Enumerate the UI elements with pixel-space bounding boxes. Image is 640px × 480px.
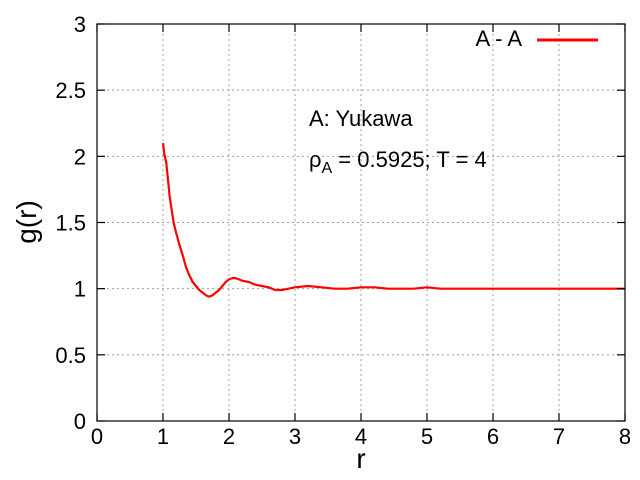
annotation-system: A: Yukawa <box>309 106 413 131</box>
series-line <box>161 142 625 298</box>
x-tick-label: 8 <box>619 424 631 449</box>
x-tick-label: 5 <box>421 424 433 449</box>
y-tick-label: 2 <box>74 144 86 169</box>
y-tick-label: 0 <box>74 409 86 434</box>
annotation-state: ρA = 0.5925; T = 4 <box>309 147 487 177</box>
x-tick-label: 1 <box>157 424 169 449</box>
x-tick-label: 0 <box>91 424 103 449</box>
annotation-rest: = 0.5925; T = 4 <box>332 147 487 172</box>
axis-ticks <box>96 23 626 422</box>
x-tick-label: 7 <box>553 424 565 449</box>
y-axis-label: g(r) <box>11 200 42 244</box>
x-tick-label: 4 <box>355 424 367 449</box>
x-tick-labels: 0 1 2 3 4 5 6 7 8 <box>91 424 631 449</box>
y-tick-labels: 0 0.5 1 1.5 2 2.5 3 <box>55 12 86 434</box>
y-tick-label: 1.5 <box>55 211 86 236</box>
x-tick-label: 2 <box>223 424 235 449</box>
annotation: A: Yukawa ρA = 0.5925; T = 4 <box>309 106 487 177</box>
x-tick-label: 6 <box>487 424 499 449</box>
legend: A - A <box>476 26 598 51</box>
y-tick-label: 2.5 <box>55 78 86 103</box>
annotation-rho: ρ <box>309 147 322 172</box>
annotation-rho-subscript: A <box>322 160 333 177</box>
plot-frame <box>96 23 626 422</box>
y-tick-label: 0.5 <box>55 343 86 368</box>
legend-label: A - A <box>476 26 523 51</box>
x-axis-label: r <box>356 443 365 474</box>
series-layer <box>161 142 625 298</box>
y-tick-label: 3 <box>74 12 86 37</box>
grid-lines <box>97 24 625 421</box>
y-tick-label: 1 <box>74 277 86 302</box>
x-tick-label: 3 <box>289 424 301 449</box>
